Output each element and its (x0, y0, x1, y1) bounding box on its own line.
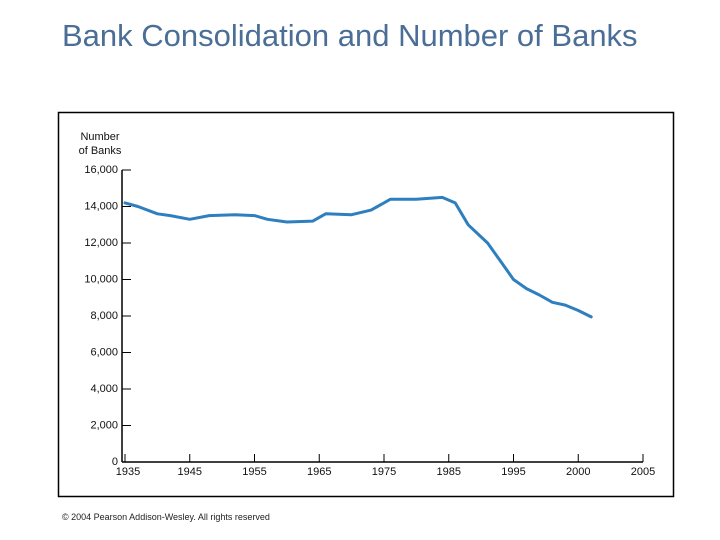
y-axis-label: of Banks (79, 145, 122, 157)
y-tick-label: 6,000 (90, 346, 118, 358)
x-tick-label: 1995 (501, 466, 525, 478)
chart-frame (57, 111, 675, 498)
x-tick-label: 1965 (307, 466, 331, 478)
y-tick-label: 2,000 (90, 419, 118, 431)
y-tick-label: 4,000 (90, 383, 118, 395)
x-tick-label: 1945 (178, 466, 202, 478)
y-tick-label: 0 (112, 456, 118, 468)
x-tick-label: 1985 (437, 466, 461, 478)
y-tick-label: 16,000 (84, 164, 118, 176)
x-tick-label: 2000 (566, 466, 590, 478)
y-axis-label: Number (80, 131, 119, 143)
y-tick-label: 8,000 (90, 310, 118, 322)
y-tick-label: 14,000 (84, 200, 118, 212)
x-tick-label: 1975 (372, 466, 396, 478)
x-tick-label: 1935 (116, 466, 140, 478)
x-tick-label: 2005 (631, 466, 655, 478)
footer: © 2004 Pearson Addison-Wesley. All right… (62, 512, 270, 522)
data-line (123, 195, 593, 319)
slide-title: Bank Consolidation and Number of Banks (62, 18, 638, 53)
y-tick-label: 10,000 (84, 273, 118, 285)
y-tick-label: 12,000 (84, 237, 118, 249)
x-tick-label: 1955 (242, 466, 266, 478)
